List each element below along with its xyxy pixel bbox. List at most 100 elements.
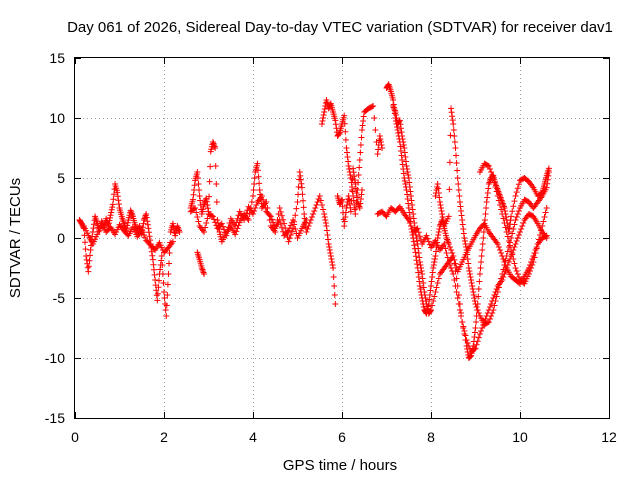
x-tick-label: 12 [601,429,617,445]
x-tick-label: 4 [249,429,257,445]
data-point [203,220,210,226]
data-point [152,277,159,283]
data-point [251,175,258,181]
data-point [392,112,399,118]
data-point [425,238,432,245]
data-point [155,277,162,284]
data-point [326,247,333,253]
data-point [317,197,324,204]
data-point [513,268,520,274]
data-point [353,190,360,196]
data-point [488,313,495,319]
data-point [145,229,152,236]
data-point [356,164,363,171]
data-point [514,235,521,241]
data-point [500,215,507,222]
data-point [347,172,354,178]
data-point [406,179,413,186]
data-point [437,202,444,208]
data-point [143,214,150,221]
data-point [519,223,526,229]
data-point [107,212,114,219]
data-point [347,204,354,211]
data-point [321,109,328,115]
data-point [512,217,519,223]
data-point [503,253,510,259]
data-point [286,225,293,232]
data-point [411,242,418,249]
data-point [460,230,467,237]
data-point [545,172,552,179]
data-point [459,319,466,325]
data-point [110,196,117,203]
data-point [312,205,319,211]
data-point [539,223,546,229]
data-point [413,257,420,264]
data-point [124,219,131,226]
data-point [460,226,467,232]
data-point [149,256,156,263]
data-point [420,284,427,291]
data-point [517,229,523,235]
data-point [474,338,481,345]
data-point [196,193,203,199]
data-point [193,209,200,216]
data-point [430,298,437,304]
data-point [531,254,538,261]
data-point [140,232,147,238]
data-point [346,166,353,172]
data-point [327,250,334,256]
data-point [345,196,352,202]
data-point [195,218,202,225]
data-point [339,196,345,203]
data-point [414,238,421,244]
data-point [429,274,436,280]
data-point [255,167,262,174]
data-point [90,225,97,232]
data-point [160,280,167,286]
data-point [486,166,493,172]
data-point [451,260,458,267]
data-point [421,289,428,295]
data-point [330,274,337,280]
data-point [472,325,479,331]
data-point [163,313,170,319]
data-point [341,218,348,225]
data-point [465,265,472,271]
data-point [414,241,421,247]
data-point [195,181,202,187]
data-point [494,193,501,199]
data-point [161,289,167,295]
data-point [439,211,446,217]
data-point [405,205,412,211]
data-point [320,112,327,118]
data-point [501,220,508,226]
data-point [311,208,318,214]
data-point [406,209,413,216]
data-point [338,197,345,204]
data-point [453,289,460,295]
data-point [475,310,482,316]
data-point [422,298,429,304]
data-point [349,187,356,193]
data-point [416,233,423,240]
data-point [502,257,509,264]
data-point [471,298,478,304]
data-point [169,220,176,227]
data-point [471,329,478,336]
data-point [453,160,460,166]
data-point [431,259,438,265]
data-point [416,278,423,285]
data-point [434,184,441,190]
data-point [472,345,479,352]
data-point [486,304,493,310]
data-point [110,191,117,198]
data-point [529,262,536,268]
data-point [509,251,516,258]
data-point [515,208,522,214]
data-point [496,202,503,208]
data-point [397,143,404,150]
data-point [191,187,198,193]
data-point [435,190,442,196]
data-point [166,250,173,256]
